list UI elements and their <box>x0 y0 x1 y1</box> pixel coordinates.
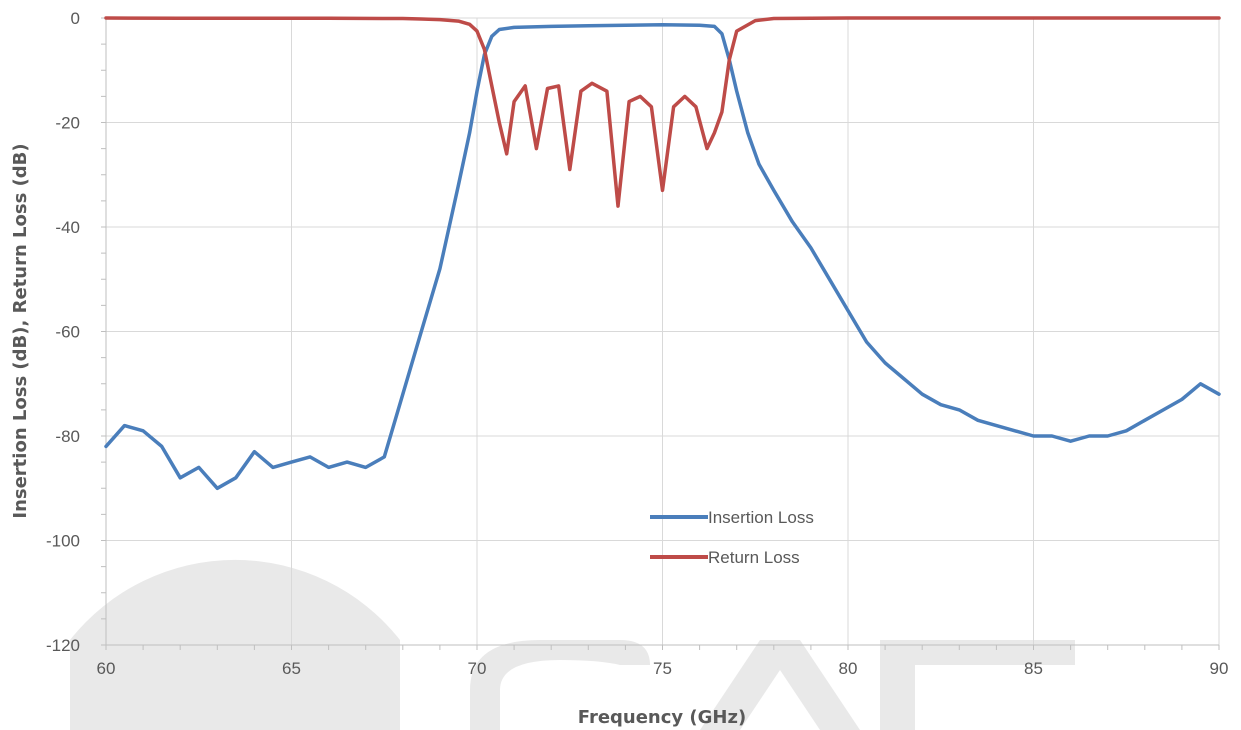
legend-label-return-loss: Return Loss <box>708 548 800 567</box>
x-tick-labels: 60 65 70 75 80 85 90 <box>97 659 1229 678</box>
legend: Insertion Loss Return Loss <box>650 508 814 567</box>
x-tick-label: 75 <box>653 659 672 678</box>
x-tick-label: 90 <box>1210 659 1229 678</box>
y-tick-label: -80 <box>55 427 80 446</box>
series-layer <box>104 16 1221 491</box>
grid-lines <box>105 17 1220 646</box>
x-tick-label: 80 <box>839 659 858 678</box>
y-tick-label: -100 <box>46 532 80 551</box>
x-axis-title: Frequency (GHz) <box>578 707 746 728</box>
x-tick-label: 60 <box>97 659 116 678</box>
legend-label-insertion-loss: Insertion Loss <box>708 508 814 527</box>
axes <box>101 17 1220 650</box>
x-tick-label: 65 <box>282 659 301 678</box>
x-tick-label: 85 <box>1024 659 1043 678</box>
series-line-return-loss <box>104 16 1221 208</box>
y-tick-label: 0 <box>71 9 80 28</box>
y-tick-label: -60 <box>55 323 80 342</box>
y-axis-title: Insertion Loss (dB), Return Loss (dB) <box>10 143 31 518</box>
y-tick-label: -40 <box>55 218 80 237</box>
y-tick-label: -20 <box>55 114 80 133</box>
y-tick-label: -120 <box>46 636 80 655</box>
series-line-insertion-loss <box>104 23 1221 491</box>
x-tick-label: 70 <box>468 659 487 678</box>
y-tick-labels: 0 -20 -40 -60 -80 -100 -120 <box>46 9 80 655</box>
